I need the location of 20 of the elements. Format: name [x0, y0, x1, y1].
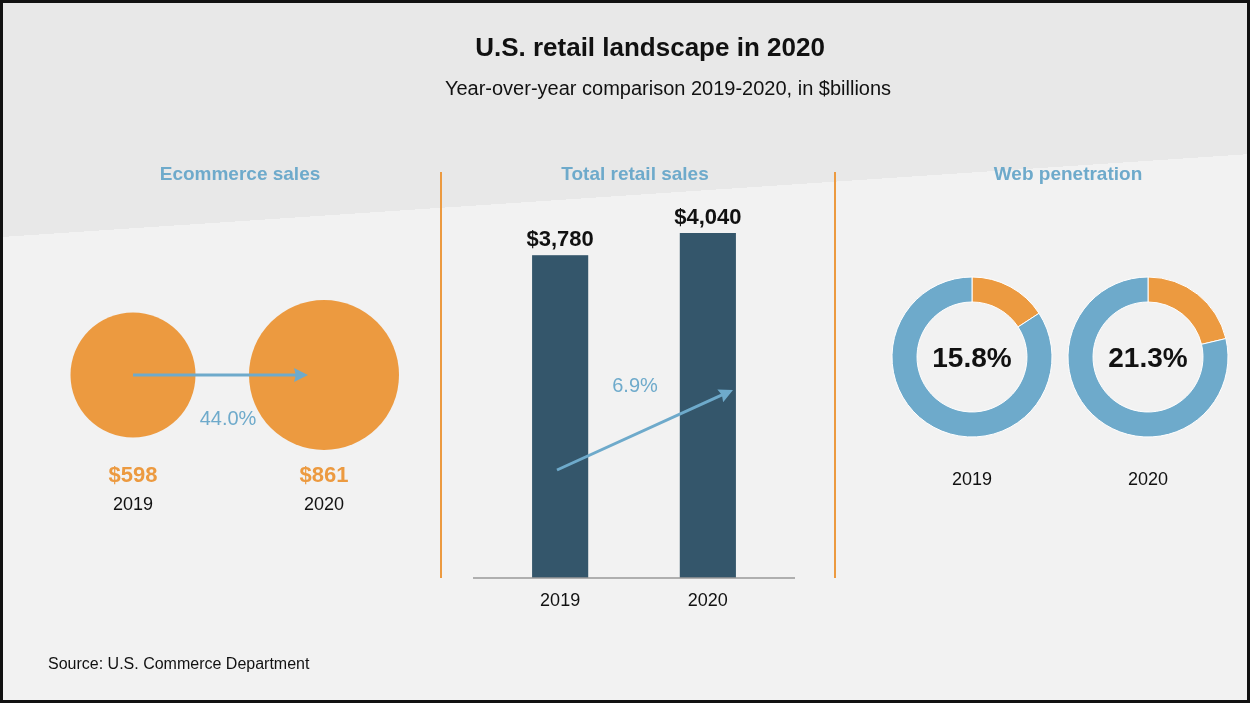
- text: 15.8%: [932, 342, 1012, 373]
- text: U.S. retail landscape in 2020: [475, 32, 825, 62]
- text: Ecommerce sales: [159, 163, 321, 184]
- data-label: $598: [108, 462, 158, 487]
- category-label: 2019: [112, 494, 154, 514]
- donut-slice: [891, 276, 1053, 438]
- chart-title: Total retail sales: [561, 163, 709, 184]
- text: 2019: [951, 469, 993, 489]
- text: 44.0%: [199, 407, 257, 429]
- data-label: $4,040: [674, 204, 742, 229]
- category-label: 2020: [303, 494, 345, 514]
- source-note: Source: U.S. Commerce Department: [48, 655, 310, 672]
- text: 2020: [1127, 469, 1169, 489]
- chart-title: Web penetration: [993, 163, 1143, 184]
- data-label: $3,780: [526, 226, 594, 252]
- donut-slice: [1067, 276, 1229, 438]
- annotation: 6.9%: [612, 374, 659, 396]
- text: Year-over-year comparison 2019-2020, in $billions: [444, 77, 892, 99]
- data-label: $861: [299, 462, 349, 487]
- text: 21.3%: [1108, 342, 1188, 373]
